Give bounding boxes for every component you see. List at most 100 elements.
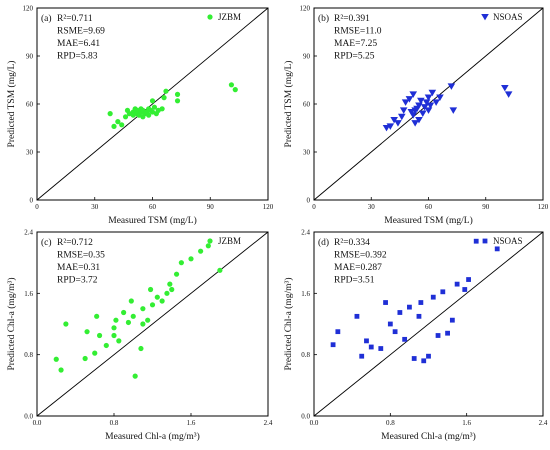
stat-line: MAE=6.41	[57, 39, 100, 49]
y-tick-label: 60	[26, 101, 34, 109]
data-point	[383, 300, 388, 305]
stat-line: RMSE=11.0	[334, 27, 382, 37]
data-point	[116, 338, 122, 344]
data-point	[415, 116, 423, 124]
data-point	[107, 111, 113, 117]
data-point	[146, 112, 152, 118]
data-point	[392, 329, 398, 335]
data-point	[447, 83, 456, 90]
data-point	[430, 294, 436, 300]
y-tick-label: 0.0	[301, 413, 310, 421]
data-point	[174, 98, 181, 104]
data-point	[386, 123, 395, 130]
stat-line: R²=0.712	[57, 238, 93, 248]
data-point	[161, 95, 167, 101]
one-to-one-line	[36, 231, 269, 417]
data-point	[494, 246, 500, 252]
data-point	[94, 313, 100, 319]
y-tick-label: 2.4	[301, 229, 310, 237]
data-point	[140, 321, 146, 327]
y-tick-label: 90	[26, 53, 34, 61]
data-point	[178, 260, 184, 266]
x-tick-label: 0	[35, 203, 39, 211]
panel-label: (a)	[41, 13, 52, 24]
y-axis-title: Predicted TSM (mg/L)	[283, 61, 294, 148]
data-point	[368, 344, 374, 350]
y-axis-title: Predicted TSM (mg/L)	[6, 61, 17, 148]
y-axis-title: Predicted Chl-a (mg/m³)	[283, 277, 294, 370]
legend-marker	[481, 13, 489, 21]
data-point	[111, 123, 117, 129]
data-point	[330, 342, 336, 348]
data-point	[387, 321, 393, 327]
data-point	[435, 333, 441, 338]
data-point	[445, 330, 450, 336]
data-point	[159, 106, 165, 112]
data-point	[462, 287, 468, 292]
data-point	[407, 304, 412, 310]
x-axis-title: Measured TSM (mg/L)	[108, 215, 196, 226]
y-tick-label: 0	[30, 197, 34, 205]
y-tick-label: 0	[307, 197, 311, 205]
scatter-panel-2: 0 30 60 90 120 0 30 60 90 120 Measured TSM (mg/L) P…	[283, 5, 549, 227]
y-tick-label: 60	[303, 101, 311, 109]
x-tick-label: 0.0	[33, 419, 42, 427]
data-point	[154, 294, 160, 300]
x-tick-label: 0.8	[110, 419, 119, 427]
data-point	[92, 350, 98, 356]
data-point	[416, 313, 422, 319]
x-tick-label: 1.6	[462, 419, 471, 427]
data-point	[217, 267, 223, 273]
legend-marker	[207, 14, 213, 20]
data-point	[205, 243, 211, 249]
stat-line: MAE=0.31	[57, 263, 100, 273]
data-point	[113, 317, 119, 323]
data-point	[428, 89, 437, 97]
x-tick-label: 90	[207, 203, 215, 211]
y-tick-label: 30	[303, 149, 311, 157]
y-tick-label: 120	[23, 5, 34, 13]
data-point	[397, 113, 406, 121]
data-point	[417, 97, 425, 105]
data-point	[390, 116, 398, 124]
data-point	[169, 286, 175, 293]
data-point	[125, 319, 132, 326]
data-point	[501, 84, 509, 92]
data-point	[130, 313, 136, 319]
data-point	[449, 107, 458, 114]
legend-marker	[207, 238, 213, 244]
data-point	[82, 355, 88, 362]
legend-label: NSOAS	[493, 236, 523, 246]
data-point	[58, 367, 64, 373]
data-point	[164, 290, 170, 296]
data-point	[354, 313, 360, 319]
stat-line: RMSE=0.35	[57, 251, 105, 261]
data-point	[411, 356, 417, 361]
data-point	[394, 120, 402, 127]
data-point	[421, 358, 427, 364]
data-point	[466, 277, 471, 282]
stat-line: MAE=0.287	[334, 263, 382, 273]
legend-marker	[482, 238, 488, 244]
data-point	[167, 281, 173, 287]
data-point	[397, 310, 403, 315]
data-point	[382, 124, 391, 132]
x-tick-label: 90	[482, 203, 490, 211]
data-point	[436, 94, 444, 102]
y-tick-label: 30	[26, 149, 34, 157]
data-point	[119, 122, 125, 128]
plot-frame	[313, 231, 544, 417]
panel-label: (d)	[318, 237, 329, 248]
panel-label: (b)	[318, 13, 329, 24]
data-point	[228, 82, 235, 88]
plot-frame	[36, 231, 269, 417]
data-point	[440, 289, 446, 295]
y-tick-label: 90	[303, 53, 311, 61]
stat-line: MAE=7.25	[334, 39, 377, 49]
stat-line: RSME=9.69	[57, 27, 105, 37]
data-point	[335, 329, 341, 335]
legend-label: NSOAS	[493, 12, 523, 22]
data-point	[399, 107, 408, 114]
x-tick-label: 120	[263, 203, 274, 211]
data-point	[173, 271, 180, 277]
